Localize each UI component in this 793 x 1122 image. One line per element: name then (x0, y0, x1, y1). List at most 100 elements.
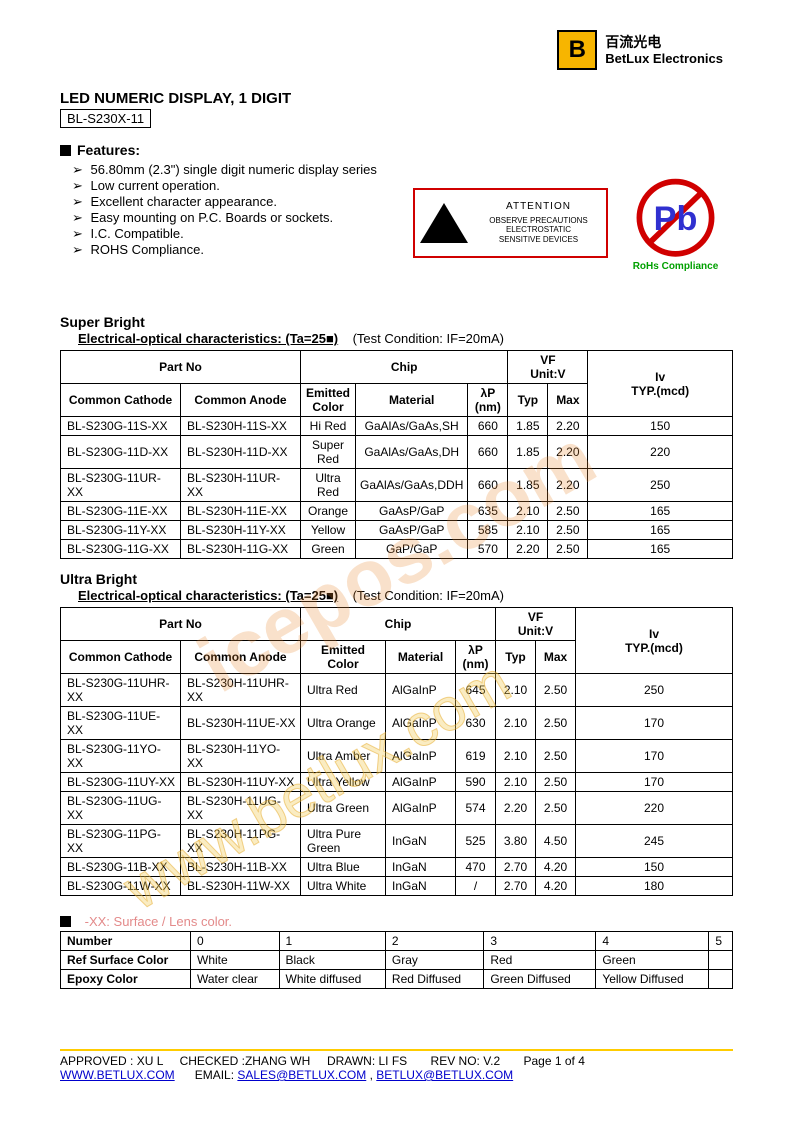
cell-color: Green (301, 540, 356, 559)
th-partno: Part No (61, 351, 301, 384)
cell-max: 2.50 (536, 773, 576, 792)
cell-lp: 574 (456, 792, 496, 825)
cell-material: GaAsP/GaP (356, 521, 468, 540)
cell-cc: BL-S230G-11UG-XX (61, 792, 181, 825)
cond-line: (Test Condition: IF=20mA) (353, 331, 504, 346)
cell-iv: 250 (576, 674, 733, 707)
cell-max: 2.50 (548, 521, 588, 540)
cell-lp: 660 (468, 469, 508, 502)
table-row: BL-S230G-11D-XXBL-S230H-11D-XXSuper RedG… (61, 436, 733, 469)
bullet-icon (60, 145, 71, 156)
cell-ca: BL-S230H-11PG-XX (181, 825, 301, 858)
th-ca: Common Anode (181, 384, 301, 417)
lens-cell: 4 (596, 932, 709, 951)
cell-typ: 2.10 (496, 740, 536, 773)
th-max: Max (536, 641, 576, 674)
cell-max: 2.50 (536, 792, 576, 825)
cell-ca: BL-S230H-11Y-XX (181, 521, 301, 540)
approved: XU L (137, 1054, 163, 1068)
cell-ca: BL-S230H-11UE-XX (181, 707, 301, 740)
cell-color: Ultra Red (301, 674, 386, 707)
table-row: BL-S230G-11G-XXBL-S230H-11G-XXGreenGaP/G… (61, 540, 733, 559)
approved-label: APPROVED : (60, 1054, 137, 1068)
cell-max: 4.20 (536, 858, 576, 877)
cell-typ: 1.85 (508, 436, 548, 469)
cell-iv: 170 (576, 773, 733, 792)
cell-typ: 1.85 (508, 417, 548, 436)
cell-lp: 525 (456, 825, 496, 858)
table-row: BL-S230G-11UY-XXBL-S230H-11UY-XXUltra Ye… (61, 773, 733, 792)
lens-cell: Red (484, 951, 596, 970)
cell-max: 2.20 (548, 417, 588, 436)
cell-cc: BL-S230G-11UY-XX (61, 773, 181, 792)
cell-material: GaP/GaP (356, 540, 468, 559)
cell-material: AlGaInP (386, 674, 456, 707)
rev-label: REV NO: (431, 1054, 484, 1068)
cell-typ: 2.10 (508, 502, 548, 521)
footer-url[interactable]: WWW.BETLUX.COM (60, 1068, 175, 1082)
cell-iv: 150 (588, 417, 733, 436)
cell-typ: 2.70 (496, 858, 536, 877)
esd-triangle-icon (420, 203, 468, 243)
lens-cell (709, 951, 733, 970)
footer-email2[interactable]: BETLUX@BETLUX.COM (376, 1068, 513, 1082)
th-material: Material (386, 641, 456, 674)
logo-en: BetLux Electronics (605, 51, 723, 67)
lens-cell (709, 970, 733, 989)
checked: ZHANG WH (245, 1054, 310, 1068)
lens-cell: 2 (385, 932, 483, 951)
footer-email1[interactable]: SALES@BETLUX.COM (237, 1068, 366, 1082)
table-row: BL-S230G-11UG-XXBL-S230H-11UG-XXUltra Gr… (61, 792, 733, 825)
lens-cell: 5 (709, 932, 733, 951)
th-typ: Typ (496, 641, 536, 674)
cell-ca: BL-S230H-11UR-XX (181, 469, 301, 502)
cell-color: Ultra Amber (301, 740, 386, 773)
cell-lp: 619 (456, 740, 496, 773)
lens-cell: 1 (279, 932, 385, 951)
th-ca: Common Anode (181, 641, 301, 674)
cell-material: GaAsP/GaP (356, 502, 468, 521)
features-heading: Features: (60, 142, 733, 158)
footer: APPROVED : XU L CHECKED :ZHANG WH DRAWN:… (60, 1049, 733, 1082)
cell-material: AlGaInP (386, 792, 456, 825)
cell-color: Ultra White (301, 877, 386, 896)
cell-color: Super Red (301, 436, 356, 469)
cell-material: InGaN (386, 858, 456, 877)
cell-iv: 165 (588, 502, 733, 521)
cell-lp: / (456, 877, 496, 896)
table-row: BL-S230G-11UR-XXBL-S230H-11UR-XXUltra Re… (61, 469, 733, 502)
lens-heading: -XX: Surface / Lens color. (60, 914, 733, 929)
page-title: LED NUMERIC DISPLAY, 1 DIGIT (60, 90, 733, 107)
cell-max: 4.20 (536, 877, 576, 896)
cell-color: Ultra Pure Green (301, 825, 386, 858)
cell-lp: 570 (468, 540, 508, 559)
cell-typ: 2.10 (496, 674, 536, 707)
cell-cc: BL-S230G-11Y-XX (61, 521, 181, 540)
cell-color: Ultra Green (301, 792, 386, 825)
logo-cn: 百流光电 (605, 34, 723, 51)
cell-lp: 585 (468, 521, 508, 540)
bullet-icon (60, 916, 71, 927)
th-cc: Common Cathode (61, 641, 181, 674)
th-vf: VF Unit:V (496, 608, 576, 641)
esd-line: OBSERVE PRECAUTIONS (475, 216, 602, 226)
rev: V.2 (483, 1054, 500, 1068)
cell-material: InGaN (386, 825, 456, 858)
cell-max: 2.50 (548, 502, 588, 521)
lens-table: Number 0 1 2 3 4 5 Ref Surface Color Whi… (60, 931, 733, 989)
lens-cell: Gray (385, 951, 483, 970)
th-lp: λP (nm) (468, 384, 508, 417)
cell-material: GaAlAs/GaAs,DDH (356, 469, 468, 502)
cell-iv: 150 (576, 858, 733, 877)
lens-cell: 3 (484, 932, 596, 951)
model-number: BL-S230X-11 (60, 109, 151, 128)
cell-max: 4.50 (536, 825, 576, 858)
cell-ca: BL-S230H-11S-XX (181, 417, 301, 436)
table-row: BL-S230G-11PG-XXBL-S230H-11PG-XXUltra Pu… (61, 825, 733, 858)
cell-cc: BL-S230G-11W-XX (61, 877, 181, 896)
drawn: LI FS (379, 1054, 408, 1068)
cell-cc: BL-S230G-11G-XX (61, 540, 181, 559)
cell-lp: 660 (468, 417, 508, 436)
table-row: BL-S230G-11UE-XXBL-S230H-11UE-XXUltra Or… (61, 707, 733, 740)
cell-iv: 220 (576, 792, 733, 825)
